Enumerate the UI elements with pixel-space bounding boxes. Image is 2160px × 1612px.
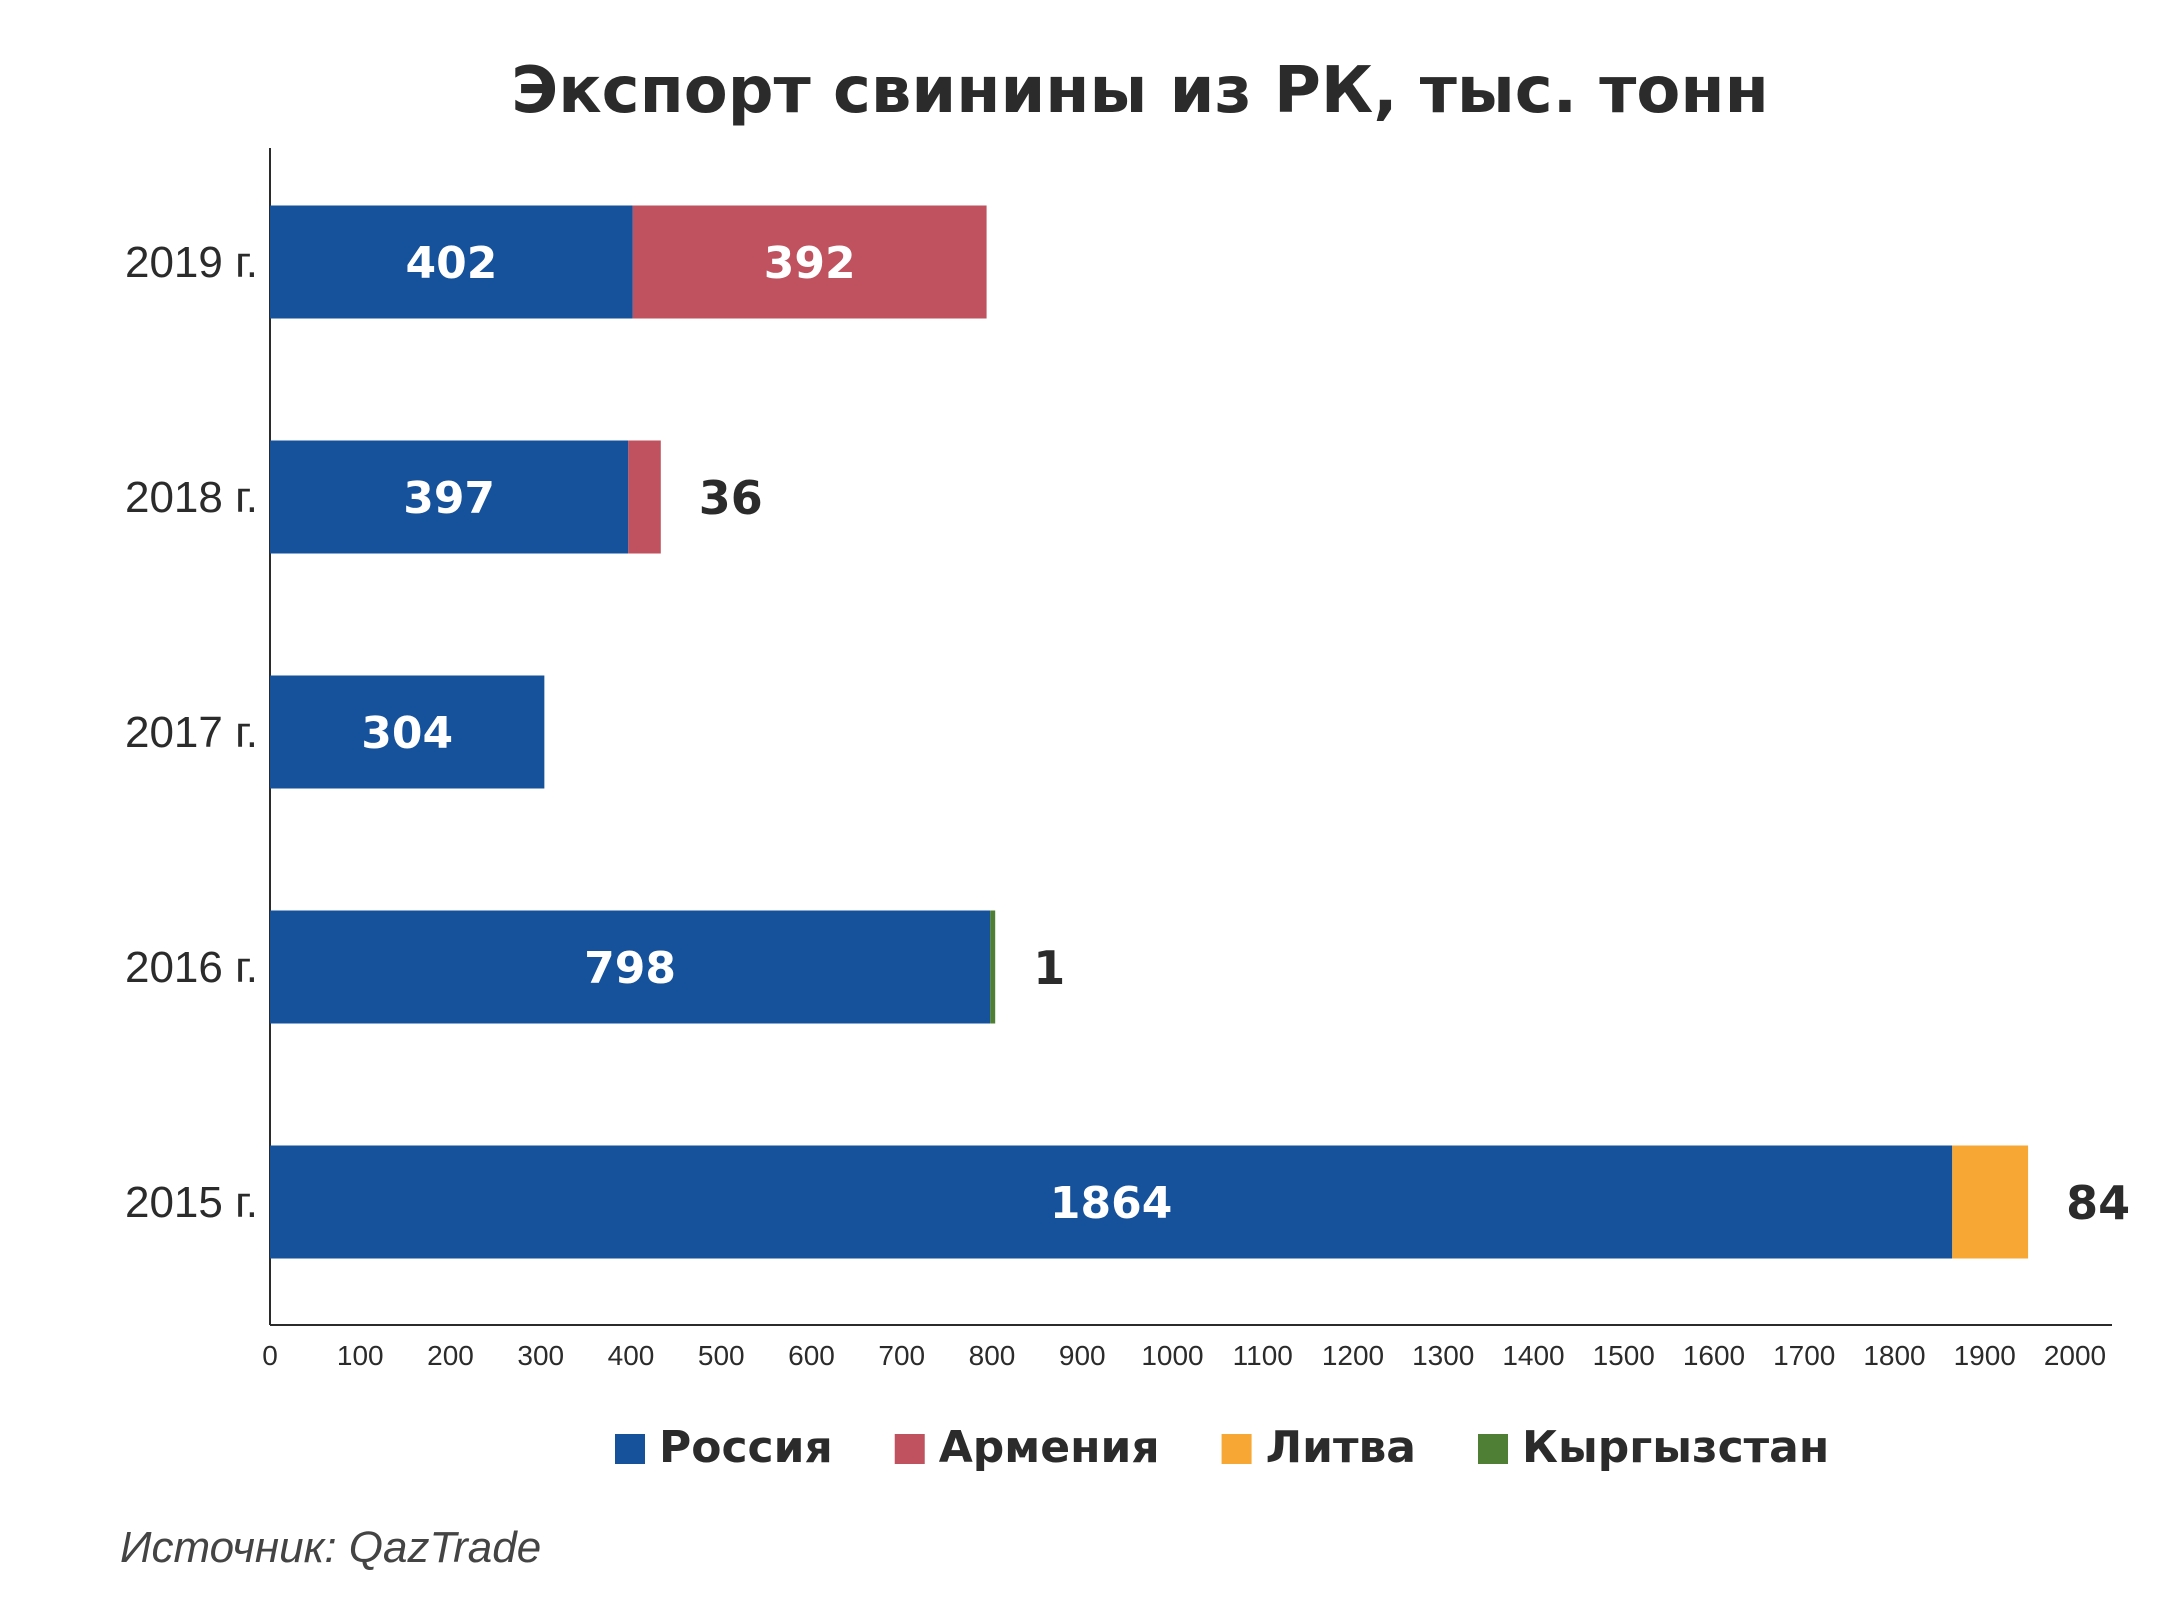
x-tick-label: 1700 (1773, 1340, 1835, 1371)
legend-swatch (615, 1434, 645, 1464)
y-category-label: 2016 г. (125, 943, 258, 992)
x-tick-label: 400 (608, 1340, 655, 1371)
x-tick-label: 500 (698, 1340, 745, 1371)
legend-label: Литва (1266, 1422, 1416, 1473)
x-tick-label: 1600 (1683, 1340, 1745, 1371)
bar-segment (270, 675, 545, 789)
x-tick-label: 1300 (1412, 1340, 1474, 1371)
x-tick-label: 600 (788, 1340, 835, 1371)
x-tick-label: 200 (427, 1340, 474, 1371)
data-label: 392 (764, 238, 856, 289)
data-label: 84 (2066, 1176, 2130, 1230)
y-category-label: 2018 г. (125, 473, 258, 522)
legend-label: Кыргызстан (1522, 1422, 1829, 1473)
x-tick-label: 300 (517, 1340, 564, 1371)
x-tick-label: 800 (969, 1340, 1016, 1371)
legend-swatch (1221, 1434, 1252, 1464)
y-category-label: 2017 г. (125, 708, 258, 757)
x-tick-label: 1200 (1322, 1340, 1384, 1371)
plot-area: 2019 г. 402 392 2018 г. 397 36 2017 г. 304 2016 … (125, 148, 2130, 1325)
x-tick-label: 1400 (1502, 1340, 1564, 1371)
data-label: 402 (405, 238, 497, 289)
x-tick-label: 1800 (1863, 1340, 1925, 1371)
data-label: 1 (1033, 941, 1065, 995)
x-tick-label: 1900 (1954, 1340, 2016, 1371)
x-tick-label: 1500 (1593, 1340, 1655, 1371)
bar-segment (990, 910, 996, 1024)
x-tick-label: 900 (1059, 1340, 1106, 1371)
legend: Россия Армения Литва Кыргызстан (615, 1422, 1829, 1473)
bar-segment (628, 440, 661, 554)
bar-segment (270, 1145, 1953, 1259)
source-note: Источник: QazTrade (120, 1523, 541, 1572)
chart-title: Экспорт свинины из РК, тыс. тонн (511, 54, 1769, 128)
x-tick-label: 700 (878, 1340, 925, 1371)
bar-segment (270, 910, 991, 1024)
y-category-label: 2015 г. (125, 1178, 258, 1227)
data-label: 397 (403, 473, 495, 524)
x-tick-label: 1000 (1141, 1340, 1203, 1371)
data-label: 1864 (1050, 1178, 1172, 1229)
legend-label: Россия (659, 1422, 833, 1473)
legend-swatch (1478, 1434, 1508, 1464)
x-tick-label: 100 (337, 1340, 384, 1371)
y-category-label: 2019 г. (125, 238, 258, 287)
data-label: 304 (361, 708, 453, 759)
x-axis: 0 100 200 300 400 500 600 700 800 900 1000 1100 1200… (262, 1324, 2112, 1371)
data-label: 36 (699, 471, 763, 525)
bar-segment (1952, 1145, 2029, 1259)
x-tick-label: 1100 (1233, 1340, 1293, 1371)
x-tick-label: 2000 (2044, 1340, 2106, 1371)
legend-swatch (894, 1434, 925, 1464)
legend-label: Армения (939, 1422, 1160, 1473)
x-tick-label: 0 (262, 1340, 278, 1371)
bar-segment (270, 205, 633, 319)
data-label: 798 (584, 943, 676, 994)
bar-segment (270, 440, 629, 554)
bar-segment (632, 205, 987, 319)
